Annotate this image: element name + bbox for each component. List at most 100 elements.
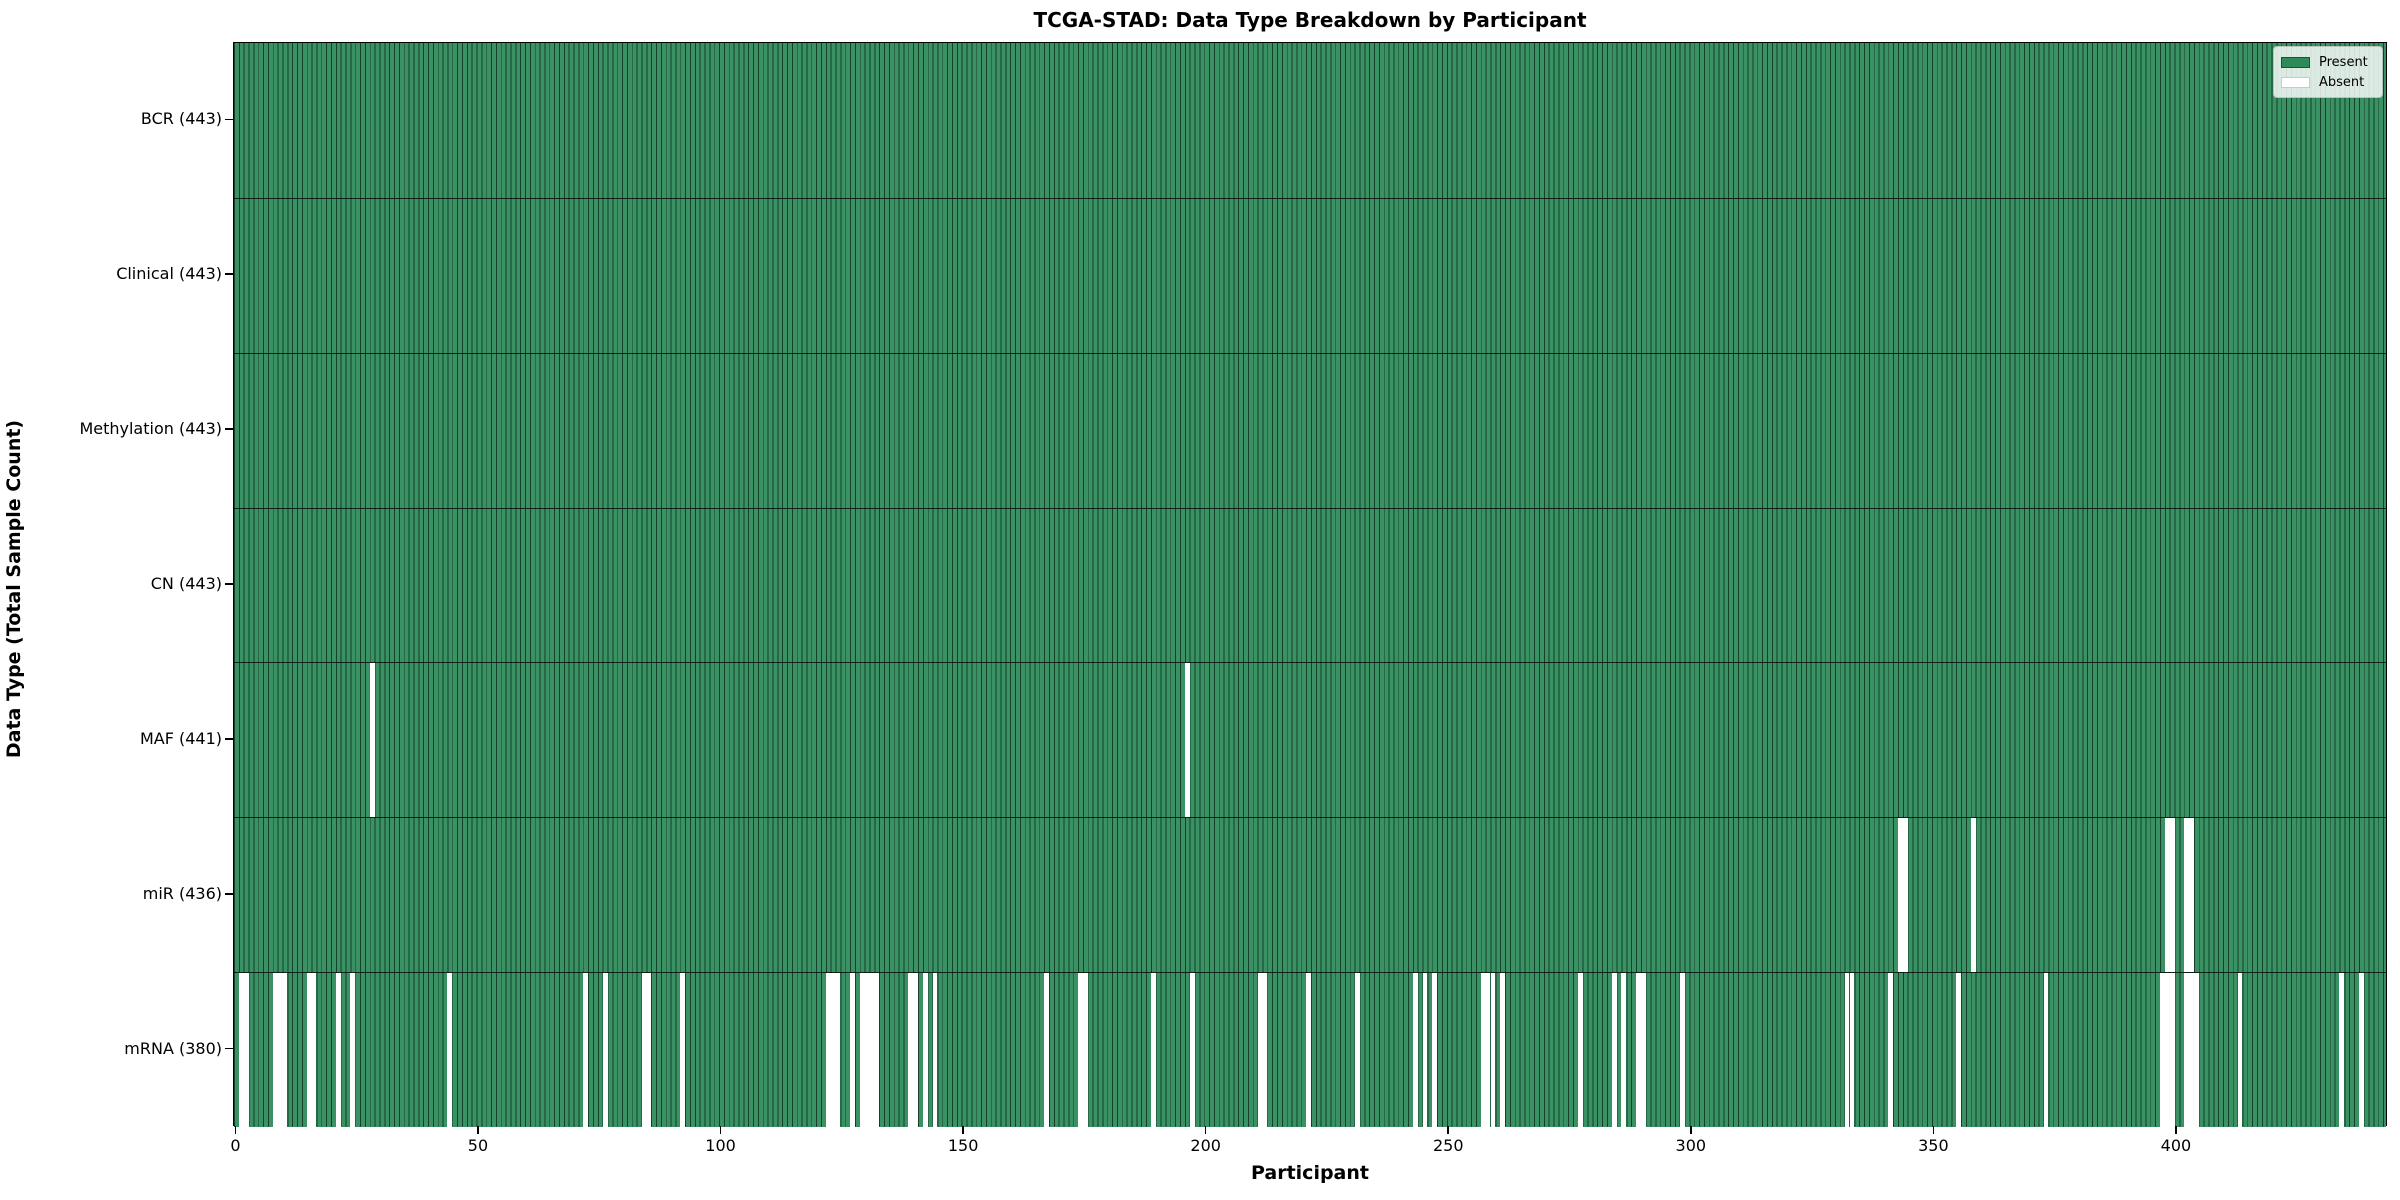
y-tick-label-bcr: BCR (443) (140, 109, 222, 129)
absent-gap (835, 973, 841, 1127)
y-tick (225, 583, 233, 585)
row-bcr (234, 43, 2386, 198)
absent-gap (1679, 973, 1685, 1127)
absent-gap (1432, 973, 1438, 1127)
absent-gap (2043, 973, 2049, 1127)
absent-gap (447, 973, 453, 1127)
absent-gap (2189, 973, 2194, 1127)
absent-gap (641, 973, 647, 1127)
absent-gap (2189, 818, 2194, 973)
x-tick-label-350: 350 (1918, 1136, 1949, 1155)
plot-area (233, 42, 2387, 1127)
absent-gap (1078, 973, 1083, 1127)
absent-gap (1849, 973, 1855, 1127)
absent-gap (1082, 973, 1088, 1127)
row-methylation (234, 352, 2386, 508)
absent-gap (243, 973, 249, 1127)
absent-gap (1480, 973, 1486, 1127)
x-tick-label-50: 50 (467, 1136, 489, 1155)
x-tick-label-100: 100 (705, 1136, 736, 1155)
absent-gap (864, 973, 870, 1127)
absent-gap (913, 973, 919, 1127)
absent-gap (830, 973, 836, 1127)
y-tick (225, 738, 233, 740)
absent-gap (2184, 973, 2190, 1127)
absent-gap (2193, 973, 2199, 1127)
absent-gap (1898, 818, 1903, 973)
y-tick-label-mir: miR (436) (142, 883, 222, 903)
absent-gap (277, 973, 283, 1127)
legend-item-present: Present (2281, 52, 2374, 72)
absent-gap (932, 973, 938, 1127)
x-tick (1690, 1126, 1692, 1134)
absent-gap (282, 973, 288, 1127)
y-tick-label-methylation: Methylation (443) (79, 419, 222, 439)
legend: Present Absent (2273, 46, 2383, 98)
y-tick-label-mrna: mRNA (380) (124, 1038, 222, 1058)
absent-gap (2358, 973, 2364, 1127)
y-tick (225, 428, 233, 430)
absent-gap (2159, 973, 2165, 1127)
x-tick-label-300: 300 (1675, 1136, 1707, 1155)
x-tick (962, 1126, 964, 1134)
absent-gap (1621, 973, 1627, 1127)
y-tick-label-clinical: Clinical (443) (116, 264, 222, 284)
absent-gap (1844, 973, 1850, 1127)
legend-item-absent: Absent (2281, 72, 2374, 92)
absent-gap (1888, 973, 1894, 1127)
absent-gap (1490, 973, 1496, 1127)
y-tick (225, 273, 233, 276)
row-mrna (234, 972, 2386, 1127)
x-tick-label-150: 150 (947, 1136, 979, 1155)
x-tick-label-0: 0 (230, 1136, 241, 1155)
absent-gap (825, 973, 831, 1127)
x-tick (1204, 1126, 1207, 1134)
present-swatch-icon (2281, 56, 2310, 68)
absent-gap (1257, 973, 1263, 1127)
absent-gap (869, 973, 875, 1127)
absent-gap (369, 663, 375, 818)
absent-gap (1150, 973, 1156, 1127)
absent-gap (1636, 973, 1641, 1127)
absent-gap (680, 973, 686, 1127)
absent-gap (1611, 973, 1617, 1127)
absent-gap (908, 973, 914, 1127)
absent-gap (2339, 973, 2345, 1127)
x-tick (1932, 1126, 1935, 1134)
x-axis-label: Participant (1250, 1162, 1369, 1184)
y-tick-label-maf: MAF (441) (139, 728, 222, 748)
absent-gap (311, 973, 317, 1127)
x-tick (2175, 1126, 2177, 1134)
absent-gap (874, 973, 880, 1127)
absent-gap (602, 973, 608, 1127)
absent-gap (646, 973, 652, 1127)
y-tick (225, 118, 233, 121)
absent-gap (1970, 818, 1976, 973)
legend-label-present: Present (2319, 54, 2368, 70)
absent-gap (1412, 973, 1418, 1127)
absent-gap (1262, 973, 1268, 1127)
row-cn (234, 507, 2386, 663)
absent-gap (1189, 973, 1195, 1127)
absent-gap (238, 973, 244, 1127)
absent-gap (2184, 818, 2190, 973)
absent-gap (2169, 973, 2175, 1127)
absent-gap (1956, 973, 1962, 1127)
absent-gap (1184, 663, 1190, 818)
absent-gap (1422, 973, 1428, 1127)
absent-gap (850, 973, 855, 1127)
row-maf (234, 662, 2386, 818)
x-tick-label-400: 400 (2160, 1136, 2192, 1155)
x-tick-label-200: 200 (1190, 1136, 1221, 1155)
absent-gap (1500, 973, 1506, 1127)
absent-gap (1577, 973, 1583, 1127)
y-tick (225, 892, 233, 895)
x-tick (477, 1126, 479, 1134)
x-tick (1447, 1126, 1450, 1134)
absent-gap (1306, 973, 1311, 1127)
absent-gap (2164, 973, 2170, 1127)
absent-gap (1354, 973, 1360, 1127)
row-clinical (234, 197, 2386, 353)
absent-gap (1902, 818, 1908, 973)
